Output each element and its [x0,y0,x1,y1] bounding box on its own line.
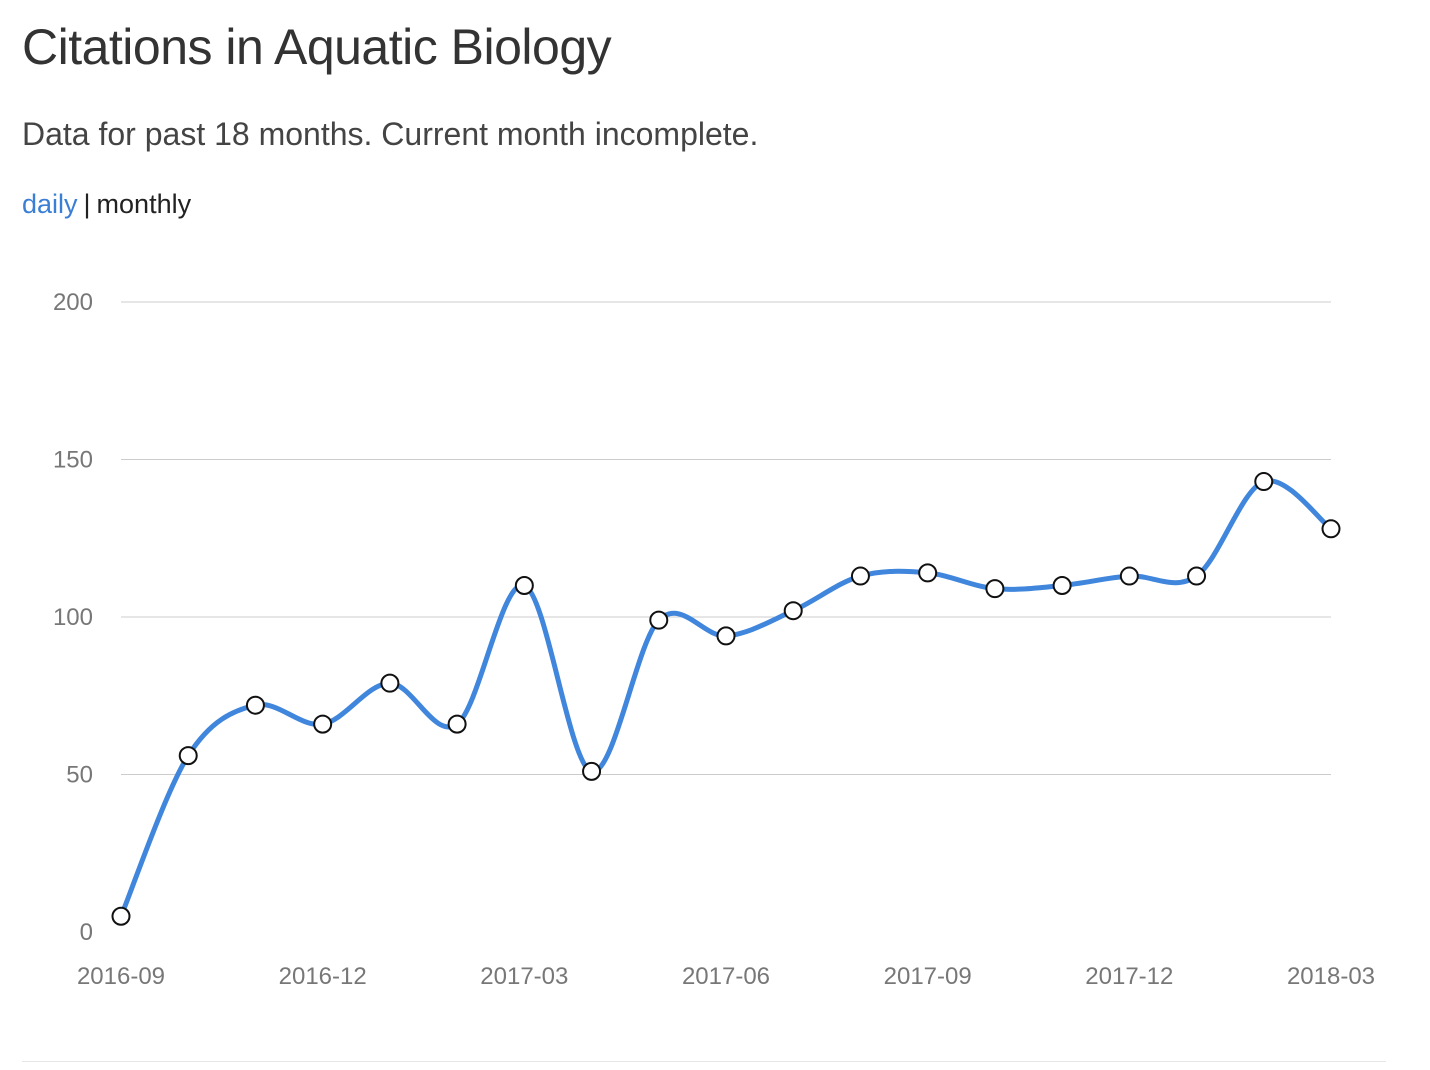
data-point-2017-05[interactable] [649,610,669,630]
data-point-2018-02[interactable] [1254,472,1274,492]
daily-link[interactable]: daily [22,189,78,219]
data-point-2017-12[interactable] [1119,566,1139,586]
view-toggle: daily | monthly [22,186,191,222]
x-tick-label: 2017-09 [884,963,972,990]
footer-divider [22,1061,1386,1062]
data-point-2018-01[interactable] [1187,566,1207,586]
x-tick-label: 2017-06 [682,963,770,990]
x-axis-ticks: 2016-09 2016-12 2017-03 2017-06 2017-09 2017-… [77,963,1375,990]
x-tick-label: 2016-12 [279,963,367,990]
data-point-2017-10[interactable] [985,579,1005,599]
data-point-2017-03[interactable] [514,576,534,595]
series-line [118,478,1334,919]
x-tick-label: 2016-09 [77,963,165,990]
grid-layer [121,301,1331,775]
y-axis-ticks: 0 50 100 150 200 [53,289,93,946]
data-point-2017-11[interactable] [1052,576,1072,595]
y-tick-label: 150 [53,447,93,474]
x-tick-label: 2017-12 [1085,963,1173,990]
y-tick-label: 50 [66,762,93,789]
data-point-2017-09[interactable] [918,563,938,583]
toggle-separator: | [83,189,91,219]
page-subtitle: Data for past 18 months. Current month i… [22,116,759,152]
citations-line-chart: 0 50 100 150 200 2016-09 2016-12 2017-03 2017-0… [53,289,1375,990]
data-point-2016-10[interactable] [178,746,198,766]
data-point-2017-07[interactable] [783,601,803,621]
monthly-link[interactable]: monthly [96,189,192,219]
data-point-2017-02[interactable] [447,714,467,734]
data-points [111,472,1341,926]
page-title: Citations in Aquatic Biology [22,19,612,75]
y-tick-label: 200 [53,289,93,316]
data-point-2017-04[interactable] [582,761,602,781]
data-point-2017-06[interactable] [716,626,736,646]
y-tick-label: 100 [53,604,93,631]
data-point-2016-12[interactable] [313,714,333,734]
x-tick-label: 2018-03 [1287,963,1375,990]
data-point-2016-09[interactable] [111,906,131,926]
y-tick-label: 0 [80,919,93,946]
data-point-2018-03[interactable] [1321,519,1341,539]
x-tick-label: 2017-03 [480,963,568,990]
data-point-2017-08[interactable] [850,566,870,586]
data-point-2016-11[interactable] [245,695,265,715]
data-point-2017-01[interactable] [380,673,400,693]
